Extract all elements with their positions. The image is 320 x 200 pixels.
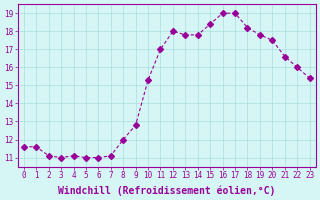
X-axis label: Windchill (Refroidissement éolien,°C): Windchill (Refroidissement éolien,°C) [58, 185, 276, 196]
